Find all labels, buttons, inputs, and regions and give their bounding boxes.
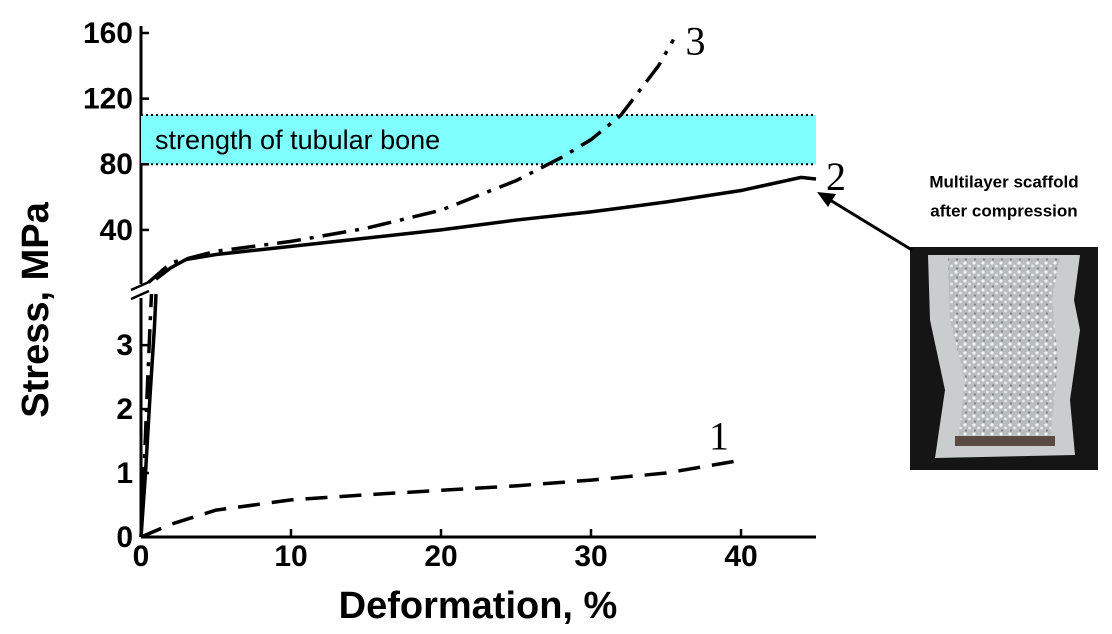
y-axis-label: Stress, MPa [15, 201, 57, 417]
x-tick-label: 40 [724, 540, 757, 573]
y-tick-label: 2 [116, 393, 133, 426]
photo [910, 247, 1098, 470]
band-label: strength of tubular bone [155, 125, 440, 155]
y-tick-label: 1 [116, 457, 133, 490]
curve [139, 293, 154, 538]
y-tick-label: 120 [83, 83, 133, 116]
caption: after compression [930, 201, 1077, 220]
y-tick-label: 160 [83, 17, 133, 50]
curve [140, 458, 742, 539]
arrow [817, 192, 913, 252]
y-tick-label: 3 [116, 329, 133, 362]
axis-break [130, 289, 150, 301]
axis-break [130, 280, 150, 292]
x-tick-label: 10 [274, 540, 307, 573]
x-tick-label: 0 [133, 540, 150, 573]
x-tick-label: 30 [574, 540, 607, 573]
curve-label: 2 [826, 154, 846, 199]
y-tick-label: 40 [100, 214, 133, 247]
y-tick-label: 0 [116, 521, 133, 554]
curve [139, 293, 158, 538]
curve [147, 38, 676, 284]
x-axis-label: Deformation, % [339, 585, 618, 627]
curve [154, 175, 817, 281]
curve-label: 1 [709, 413, 729, 458]
y-tick-label: 80 [100, 148, 133, 181]
x-tick-label: 20 [424, 540, 457, 573]
curve-label: 3 [686, 19, 706, 64]
caption: Multilayer scaffold [929, 172, 1078, 191]
band [141, 115, 816, 165]
